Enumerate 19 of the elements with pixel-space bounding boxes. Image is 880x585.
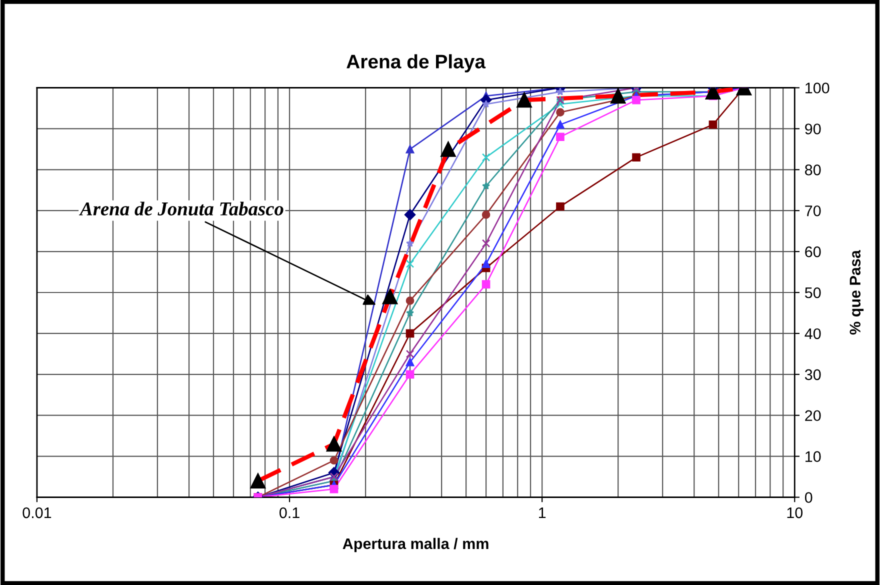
y-tick-label: 100: [806, 82, 830, 94]
x-axis-title: Apertura malla / mm: [342, 538, 488, 552]
y-tick-label: 80: [805, 164, 821, 176]
y-tick-label: 0: [804, 492, 812, 503]
y-tick-label: 20: [805, 410, 821, 422]
y-tick-label: 10: [806, 451, 821, 462]
y-tick-label: 30: [804, 369, 821, 380]
x-tick-label: 0.01: [22, 507, 52, 518]
chart-title: Arena de Playa: [346, 54, 486, 72]
y-axis-title: % que Pasa: [850, 250, 864, 335]
annotation: Arena de Jonuta Tabasco: [78, 202, 284, 216]
y-tick-label: 60: [805, 246, 821, 258]
y-tick-label: 40: [804, 328, 821, 340]
x-tick-label: 10: [787, 507, 803, 518]
x-tick-label: 1: [538, 508, 546, 518]
y-tick-label: 50: [804, 287, 821, 298]
y-tick-label: 90: [805, 124, 821, 134]
y-tick-label: 70: [805, 205, 821, 216]
x-tick-label: 0.1: [280, 507, 300, 518]
